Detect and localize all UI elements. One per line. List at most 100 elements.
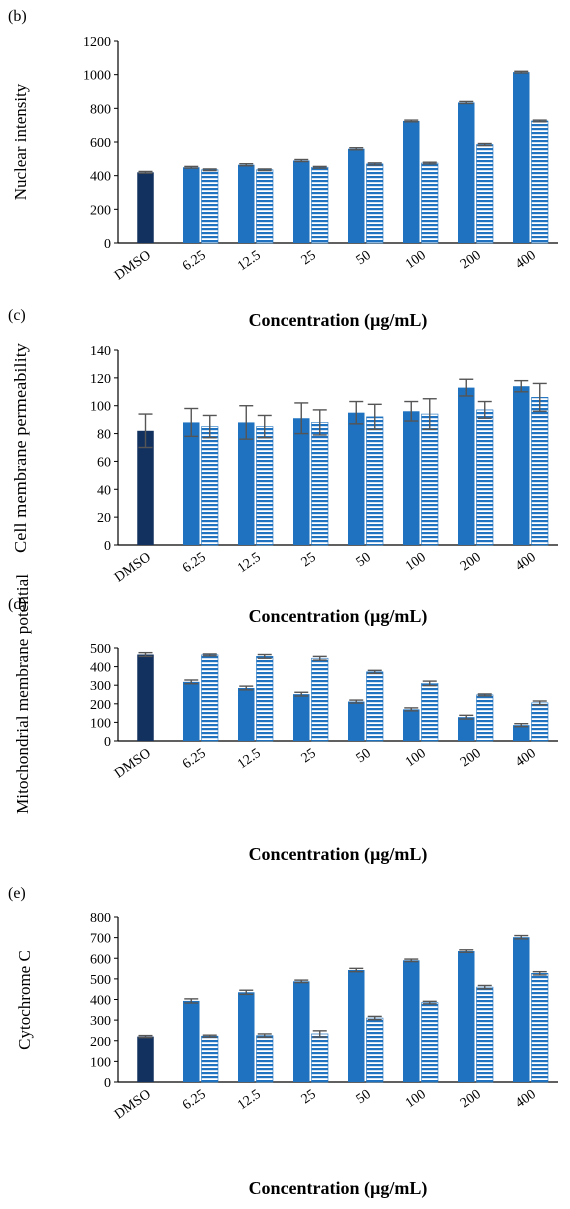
y-axis-label: Nuclear intensity (11, 83, 30, 200)
solid-bar (458, 102, 475, 243)
x-tick-label: 200 (458, 746, 484, 770)
solid-bar (293, 981, 310, 1082)
y-tick-label: 700 (90, 932, 111, 947)
x-tick-label: 100 (403, 550, 429, 574)
y-tick-label: 100 (90, 716, 111, 731)
striped-bar (421, 162, 439, 244)
x-tick-label: 6.25 (180, 746, 209, 772)
striped-bar (311, 422, 329, 546)
y-tick-label: 800 (90, 102, 111, 117)
y-tick-label: 800 (90, 911, 111, 926)
striped-bar (531, 120, 549, 244)
x-axis-label: Concentration (µg/mL) (249, 606, 428, 627)
y-axis-label: Mitochondrial membrane potential (13, 574, 32, 814)
x-tick-label: 25 (299, 550, 319, 570)
solid-bar (183, 681, 200, 741)
x-tick-label: 25 (299, 1087, 319, 1107)
striped-bar (256, 1035, 274, 1083)
y-tick-label: 0 (104, 237, 111, 252)
x-tick-label: DMSO (112, 1087, 154, 1122)
dmso-bar (137, 654, 154, 741)
x-tick-label: 25 (299, 746, 319, 766)
solid-bar (403, 709, 420, 741)
y-tick-label: 300 (90, 1014, 111, 1029)
solid-bar (238, 422, 255, 545)
dmso-bar (137, 172, 154, 243)
y-tick-label: 400 (90, 661, 111, 676)
solid-bar (348, 412, 365, 545)
x-tick-label: DMSO (112, 746, 154, 781)
y-tick-label: 0 (104, 1076, 111, 1091)
panel-label: (e) (8, 885, 26, 902)
striped-bar (201, 426, 219, 546)
x-tick-label: 50 (354, 550, 374, 570)
solid-bar (513, 725, 530, 741)
y-tick-label: 600 (90, 136, 111, 151)
chart-panel: (e) 0 100 200 300 400 500 600 700 800 Cytochrome C… (8, 885, 558, 1199)
x-tick-label: 200 (458, 1087, 484, 1111)
y-axis-label: Cell membrane permeability (11, 342, 30, 553)
striped-bar (366, 671, 384, 742)
y-tick-label: 100 (90, 400, 111, 415)
striped-bar (201, 169, 219, 244)
striped-bar (256, 656, 274, 742)
striped-bar (311, 166, 329, 244)
x-tick-label: 100 (403, 746, 429, 770)
solid-bar (293, 418, 310, 545)
y-tick-label: 100 (90, 1055, 111, 1070)
solid-bar (183, 1000, 200, 1082)
solid-bar (403, 411, 420, 545)
y-tick-label: 400 (90, 994, 111, 1009)
striped-bar (311, 1033, 329, 1083)
x-tick-label: 400 (513, 746, 539, 770)
x-tick-label: 6.25 (180, 1087, 209, 1113)
x-tick-label: 400 (513, 248, 539, 272)
striped-bar (476, 986, 494, 1083)
panel-label: (d) (8, 596, 27, 613)
solid-bar (458, 951, 475, 1082)
striped-bar (531, 702, 549, 742)
x-tick-label: 100 (403, 248, 429, 272)
y-tick-label: 300 (90, 679, 111, 694)
solid-bar (238, 164, 255, 243)
x-tick-label: 25 (299, 248, 319, 268)
striped-bar (421, 1002, 439, 1083)
solid-bar (348, 970, 365, 1082)
solid-bar (403, 120, 420, 243)
striped-bar (201, 654, 219, 742)
y-tick-label: 0 (104, 539, 111, 554)
y-tick-label: 60 (97, 455, 111, 470)
y-tick-label: 200 (90, 203, 111, 218)
x-tick-label: 400 (513, 1087, 539, 1111)
y-axis-label: Cytochrome C (15, 950, 34, 1050)
solid-bar (293, 160, 310, 243)
striped-bar (421, 413, 439, 546)
x-tick-label: 6.25 (180, 550, 209, 576)
x-tick-label: 200 (458, 550, 484, 574)
striped-bar (476, 694, 494, 742)
y-tick-label: 600 (90, 952, 111, 967)
striped-bar (421, 683, 439, 742)
striped-bar (366, 416, 384, 546)
solid-bar (458, 387, 475, 545)
solid-bar (458, 717, 475, 741)
striped-bar (311, 657, 329, 742)
dmso-bar (137, 1036, 154, 1082)
x-axis-label: Concentration (µg/mL) (249, 844, 428, 865)
dmso-bar (137, 430, 154, 545)
solid-bar (238, 687, 255, 741)
y-tick-label: 140 (90, 344, 111, 359)
y-tick-label: 200 (90, 1035, 111, 1050)
chart-panel: (d) 0 100 200 300 400 500 Mitochondrial membran… (8, 574, 558, 865)
striped-bar (201, 1035, 219, 1083)
solid-bar (513, 72, 530, 244)
x-axis-label: Concentration (µg/mL) (249, 1178, 428, 1199)
striped-bar (366, 1017, 384, 1083)
striped-bar (476, 409, 494, 546)
y-tick-label: 40 (97, 483, 111, 498)
x-axis-label: Concentration (µg/mL) (249, 310, 428, 331)
solid-bar (183, 422, 200, 545)
x-tick-label: 200 (458, 248, 484, 272)
y-tick-label: 120 (90, 372, 111, 387)
